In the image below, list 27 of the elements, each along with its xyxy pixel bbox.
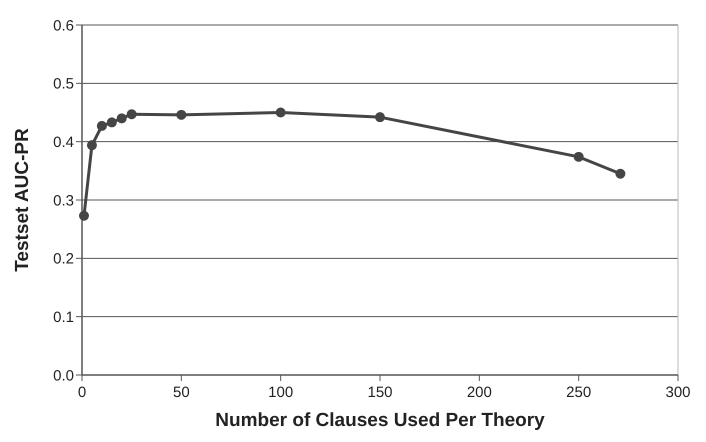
point xyxy=(126,109,137,120)
point xyxy=(116,113,127,124)
point xyxy=(615,168,626,179)
y-tick-label: 0.5 xyxy=(53,76,74,93)
y-tick-label: 0.3 xyxy=(53,192,74,210)
point xyxy=(176,110,186,120)
x-tick-label: 200 xyxy=(466,384,492,401)
point xyxy=(276,108,286,118)
y-tick-label: 0.0 xyxy=(53,367,74,384)
x-tick-label: 50 xyxy=(172,384,190,401)
x-tick-label: 300 xyxy=(665,384,691,401)
x-tick-label: 250 xyxy=(566,384,592,401)
point xyxy=(375,112,385,122)
y-tick-label: 0.4 xyxy=(53,134,74,151)
x-tick-label: 100 xyxy=(268,384,294,401)
x-tick-label: 0 xyxy=(78,384,86,401)
point xyxy=(574,152,584,162)
y-tick-label: 0.1 xyxy=(53,308,74,326)
x-tick-label: 150 xyxy=(367,384,393,401)
point xyxy=(86,140,97,150)
point xyxy=(96,120,107,131)
y-tick-label: 0.2 xyxy=(53,250,74,268)
x-axis-title: Number of Clauses Used Per Theory xyxy=(215,410,546,431)
point xyxy=(78,210,89,221)
y-axis-title: Testset AUC-PR xyxy=(12,128,33,272)
point xyxy=(106,117,117,128)
y-tick-label: 0.6 xyxy=(53,17,74,34)
